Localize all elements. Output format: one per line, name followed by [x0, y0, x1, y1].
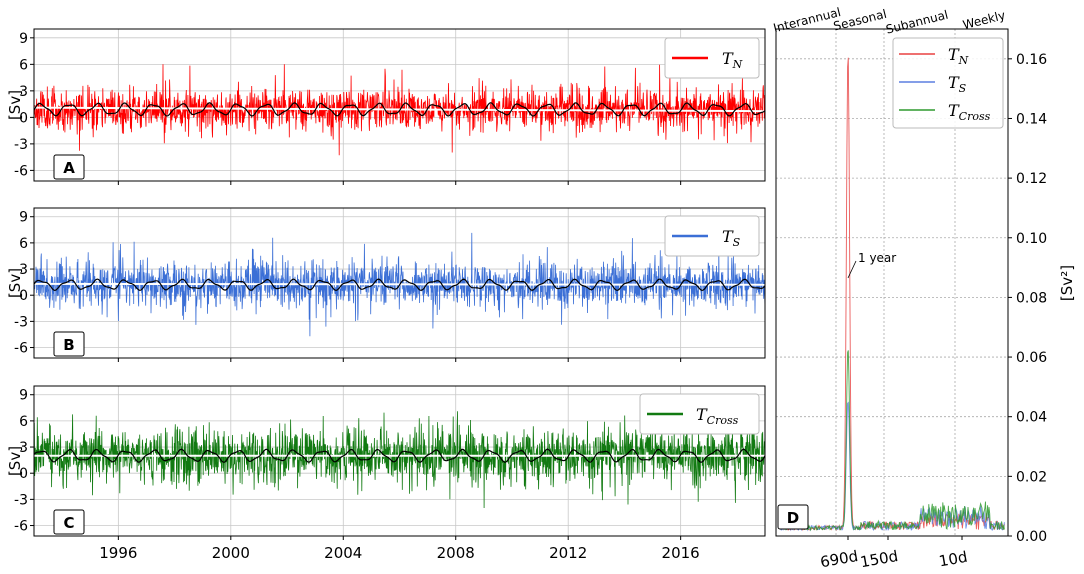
x-tick-label: 10d [937, 548, 968, 571]
x-tick-label: 2016 [662, 544, 700, 562]
panel-c-legend-label: TCross [696, 405, 739, 427]
panel-c-legend: TCross [639, 393, 760, 435]
panel-d-y-ticks: 0.00 0.02 0.04 0.06 0.08 0.10 0.12 0.14 0.16 [1008, 52, 1047, 545]
panel-d-tag-box [777, 504, 809, 530]
panel-d-tag: D [787, 509, 799, 527]
panel-a-x-ticks [117, 181, 682, 185]
panel-b-tag: B [63, 336, 74, 354]
y-tick-label: -6 [14, 341, 28, 357]
panel-b-y-ticks: -6 -3 0 3 6 9 [14, 210, 34, 357]
y-tick-label: -3 [14, 137, 28, 153]
y-tick-label: 0.04 [1016, 410, 1047, 426]
panel-d: 0.00 0.02 0.04 0.06 0.08 0.10 0.12 0.14 0.16 690… [772, 5, 1076, 571]
y-tick-label: 9 [19, 210, 28, 226]
panel-c-lowpass-line [33, 448, 766, 463]
panel-a-legend-box [664, 37, 760, 79]
x-tick-label: 2008 [437, 544, 475, 562]
y-tick-label: -6 [14, 519, 28, 535]
panel-a: -6 -3 0 3 6 9 [Sv] TN A [6, 28, 766, 185]
panel-b-tag-box [53, 331, 85, 357]
panel-c-daily-series [33, 410, 766, 509]
panel-a-lowpass-line [33, 102, 766, 117]
panel-d-legend-label-cross: TCross [948, 101, 991, 123]
panel-d-legend-label-s: TS [948, 73, 967, 95]
panel-a-legend: TN [664, 37, 760, 79]
y-tick-label: -3 [14, 314, 28, 330]
panel-b-x-ticks [117, 358, 682, 362]
panel-c-tag: C [63, 514, 74, 532]
panel-c-y-label: [Sv] [6, 446, 24, 476]
panel-c: -6 -3 0 3 6 9 1996 2000 2004 2008 2012 2016 [Sv] T… [6, 385, 766, 562]
panel-d-legend: TN TS TCross [892, 37, 1004, 129]
y-tick-label: -3 [14, 492, 28, 508]
panel-c-border [33, 385, 766, 537]
panel-a-trend-line [33, 106, 766, 113]
panel-c-legend-box [639, 393, 760, 435]
panel-d-annotation: 1 year [858, 251, 896, 265]
y-tick-label: 9 [19, 388, 28, 404]
panel-d-spectra [778, 57, 1005, 532]
y-tick-label: 0.02 [1016, 469, 1047, 485]
panel-d-legend-box [892, 37, 1004, 129]
y-tick-label: 0.00 [1016, 529, 1047, 545]
panel-b: -6 -3 0 3 6 9 [Sv] TS B [6, 207, 766, 362]
panel-c-y-ticks: -6 -3 0 3 6 9 [14, 388, 34, 535]
y-tick-label: 6 [19, 57, 28, 73]
panel-d-border [775, 28, 1009, 537]
panel-a-border [33, 28, 766, 182]
y-tick-label: 0.06 [1016, 350, 1047, 366]
y-tick-label: 0 [19, 466, 28, 482]
y-tick-label: -6 [14, 163, 28, 179]
panel-a-y-label: [Sv] [6, 90, 24, 120]
y-tick-label: 6 [19, 236, 28, 252]
y-tick-label: 0.08 [1016, 290, 1047, 306]
panel-b-daily-series [33, 232, 766, 337]
x-tick-label: 690d [819, 547, 860, 571]
x-tick-label: 150d [859, 547, 900, 571]
panel-b-legend: TS [664, 215, 760, 257]
y-tick-label: 3 [19, 440, 28, 456]
y-tick-label: 0.12 [1016, 171, 1047, 187]
panel-d-annotation-leader [847, 260, 857, 279]
y-tick-label: 6 [19, 414, 28, 430]
y-tick-label: 3 [19, 84, 28, 100]
panel-c-tag-box [53, 509, 85, 535]
panel-a-legend-label: TN [722, 49, 743, 71]
panel-a-tag-box [53, 154, 85, 180]
panel-c-x-ticks: 1996 2000 2004 2008 2012 2016 [99, 536, 700, 562]
panel-a-tag: A [63, 159, 75, 177]
panel-d-grid [776, 29, 1008, 537]
y-tick-label: 0.16 [1016, 52, 1047, 68]
x-tick-label: 1996 [99, 544, 137, 562]
panel-d-x-ticks: 690d 150d 10d [819, 536, 969, 571]
y-tick-label: 0 [19, 288, 28, 304]
panel-b-border [33, 207, 766, 359]
panel-b-y-label: [Sv] [6, 268, 24, 298]
spectrum-line [778, 350, 1005, 532]
y-tick-label: 9 [19, 31, 28, 47]
x-tick-label: 2004 [324, 544, 362, 562]
panel-d-y-label: [Sv²] [1058, 265, 1076, 301]
y-tick-label: 3 [19, 262, 28, 278]
y-tick-label: 0.14 [1016, 111, 1047, 127]
panel-b-lowpass-line [33, 278, 766, 292]
y-tick-label: 0 [19, 110, 28, 126]
panel-b-legend-box [664, 215, 760, 257]
x-tick-label: 2000 [212, 544, 250, 562]
x-tick-label: 2012 [549, 544, 587, 562]
panel-b-legend-label: TS [722, 227, 741, 249]
panel-d-legend-label-n: TN [948, 45, 969, 67]
panel-a-y-ticks: -6 -3 0 3 6 9 [14, 31, 34, 179]
y-tick-label: 0.10 [1016, 231, 1047, 247]
